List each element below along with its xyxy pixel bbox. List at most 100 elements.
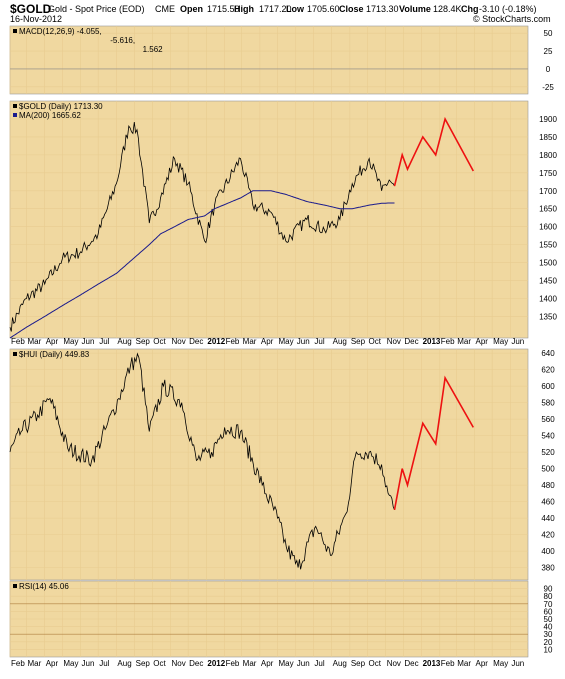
legend-swatch: [13, 584, 17, 588]
x-tick-label: Sep: [351, 337, 366, 346]
legend-entry: -5.616,: [110, 36, 135, 45]
x-tick-label: Mar: [27, 659, 41, 668]
y-tick-label: 1500: [539, 259, 557, 268]
y-tick-label: 1400: [539, 295, 557, 304]
panel-background: [9, 25, 529, 95]
open-label: Open: [180, 4, 203, 14]
y-tick-label: 600: [541, 382, 555, 391]
chg-label: Chg: [461, 4, 479, 14]
y-tick-label: 50: [544, 615, 553, 624]
x-tick-label: 2012: [207, 337, 225, 346]
x-tick-label: Apr: [475, 659, 488, 668]
x-tick-label: Nov: [172, 337, 186, 346]
y-tick-label: 480: [541, 481, 555, 490]
x-tick-label: Feb: [11, 337, 25, 346]
y-tick-label: 70: [544, 600, 553, 609]
y-tick-label: 80: [544, 592, 553, 601]
y-tick-label: 40: [544, 623, 553, 632]
legend-swatch: [13, 352, 17, 356]
date-label: 16-Nov-2012: [10, 14, 62, 24]
x-tick-label: Mar: [27, 337, 41, 346]
legend-swatch: [13, 113, 17, 117]
x-tick-label: Mar: [243, 659, 257, 668]
x-tick-label: Nov: [387, 659, 401, 668]
x-tick-label: Aug: [117, 337, 131, 346]
x-tick-label: May: [493, 659, 508, 668]
projection-line: [393, 116, 475, 187]
x-tick-label: May: [63, 659, 78, 668]
y-tick-label: 1700: [539, 187, 557, 196]
legend-entry: RSI(14) 45.06: [19, 582, 69, 591]
legend-entry: MACD(12,26,9) -4.055,: [19, 27, 102, 36]
x-tick-label: Feb: [441, 337, 455, 346]
y-tick-label: 580: [541, 399, 555, 408]
x-tick-label: Nov: [172, 659, 186, 668]
y-tick-label: 640: [541, 349, 555, 358]
x-tick-label: Sep: [136, 337, 151, 346]
y-tick-label: 620: [541, 366, 555, 375]
x-tick-label: 2013: [423, 659, 441, 668]
x-tick-label: Dec: [404, 337, 418, 346]
x-tick-label: Mar: [457, 659, 471, 668]
panel-0: 50 25 0 -25 MACD(12,26,9) -4.055, -5.616, 1.56…: [9, 25, 554, 95]
legend-swatch: [13, 104, 17, 108]
close-label: Close: [339, 4, 364, 14]
x-tick-label: Oct: [368, 337, 381, 346]
x-tick-label: Jun: [82, 337, 95, 346]
y-tick-label: 400: [541, 547, 555, 556]
x-tick-label: Jun: [511, 659, 524, 668]
panel-background: [9, 100, 529, 339]
x-tick-label: May: [63, 337, 78, 346]
y-tick-label: 1800: [539, 151, 557, 160]
x-tick-label: Jul: [314, 337, 324, 346]
y-tick-label: 1750: [539, 169, 557, 178]
y-tick-label: 25: [544, 47, 553, 56]
x-tick-label: Jun: [297, 337, 310, 346]
y-tick-label: 20: [544, 638, 553, 647]
chart-panels: 50 25 0 -25 MACD(12,26,9) -4.055, -5.616, 1.56…: [9, 25, 557, 668]
y-tick-label: 1900: [539, 115, 557, 124]
y-tick-label: 90: [544, 585, 553, 594]
x-tick-label: 2012: [207, 659, 225, 668]
x-tick-label: Apr: [261, 337, 274, 346]
y-tick-label: 0: [546, 65, 551, 74]
y-tick-label: 1550: [539, 241, 557, 250]
y-tick-label: 50: [544, 29, 553, 38]
exchange-label: CME: [155, 4, 175, 14]
panel-1: 1350 1400 1450 1500 1550 1600 1650 1700 1750 1800…: [9, 100, 557, 339]
panel-2: 380 400 420 440 460 480 500 520 540 560 580 600 620 6…: [9, 348, 555, 581]
legend-entry: MA(200) 1665.62: [19, 111, 81, 120]
x-tick-label: Jul: [314, 659, 324, 668]
projection-line: [393, 375, 474, 511]
x-tick-label: Apr: [46, 337, 59, 346]
x-tick-label: Dec: [189, 337, 203, 346]
y-tick-label: 1650: [539, 205, 557, 214]
low-value: 1705.60: [307, 4, 340, 14]
y-tick-label: 30: [544, 630, 553, 639]
x-tick-label: Sep: [136, 659, 151, 668]
x-tick-label: Oct: [153, 337, 166, 346]
x-tick-label: May: [279, 337, 294, 346]
legend-entry: $HUI (Daily) 449.83: [19, 350, 90, 359]
low-label: Low: [286, 4, 305, 14]
x-tick-label: Mar: [243, 337, 257, 346]
x-tick-label: Jun: [511, 337, 524, 346]
y-tick-label: 520: [541, 448, 555, 457]
high-label: High: [234, 4, 254, 14]
x-tick-label: Feb: [226, 659, 240, 668]
x-tick-label: Aug: [333, 337, 347, 346]
x-tick-label: Apr: [46, 659, 59, 668]
x-tick-label: Jul: [99, 337, 109, 346]
series-line-hui: [9, 352, 395, 570]
x-tick-label: Aug: [117, 659, 131, 668]
y-tick-label: 1600: [539, 223, 557, 232]
series-line-gold: [9, 122, 395, 332]
x-tick-label: Sep: [351, 659, 366, 668]
x-tick-label: 2013: [423, 337, 441, 346]
close-value: 1713.30: [366, 4, 399, 14]
symbol-label: $GOLD: [10, 2, 52, 16]
y-tick-label: 1850: [539, 133, 557, 142]
high-value: 1717.20: [259, 4, 292, 14]
